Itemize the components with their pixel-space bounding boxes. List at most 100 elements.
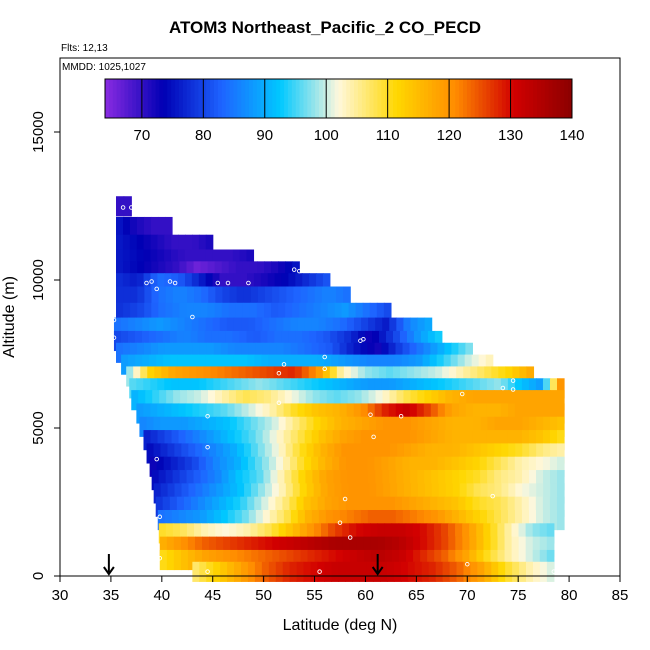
- heat-cell: [262, 317, 270, 338]
- heat-cell: [331, 561, 339, 582]
- sample-point: [276, 370, 282, 376]
- heat-cell: [337, 330, 345, 352]
- heat-cell: [137, 302, 145, 323]
- sample-point: [144, 280, 149, 286]
- heat-cell: [346, 378, 355, 399]
- heat-cell: [295, 330, 303, 352]
- heat-cell: [374, 456, 382, 477]
- heat-cell: [326, 390, 335, 411]
- heat-cell: [318, 509, 327, 531]
- heat-cell: [302, 273, 310, 294]
- heat-cell: [507, 403, 516, 424]
- heat-cell: [129, 249, 138, 270]
- heat-cell: [292, 523, 301, 544]
- heat-cell: [437, 403, 446, 424]
- heat-cell: [274, 330, 282, 352]
- heat-cell: [332, 430, 341, 451]
- heat-cell: [543, 390, 551, 411]
- heat-cell: [227, 561, 235, 582]
- heat-cell: [184, 273, 193, 294]
- heat-cell: [116, 342, 124, 363]
- heat-cell: [165, 470, 174, 491]
- heat-cell: [158, 523, 167, 544]
- x-tick-label: 65: [408, 587, 425, 604]
- heat-cell: [227, 509, 236, 531]
- heat-cell: [430, 378, 439, 399]
- heat-cell: [199, 378, 207, 399]
- colorbar-segment: [326, 79, 332, 118]
- heat-cell: [265, 286, 273, 307]
- heat-cell: [223, 549, 231, 571]
- heat-cell: [269, 317, 277, 338]
- heat-cell: [529, 416, 537, 437]
- heat-cell: [222, 390, 230, 411]
- heat-cell: [402, 509, 411, 531]
- heat-cell: [241, 317, 249, 338]
- y-tick-label: 15000: [30, 111, 47, 153]
- colorbar-segment: [552, 79, 557, 118]
- sample-point: [510, 378, 516, 383]
- heat-cell: [290, 342, 299, 363]
- heat-cell: [423, 403, 432, 424]
- heat-cell: [123, 261, 131, 282]
- heat-cell: [550, 443, 558, 464]
- heat-cell: [353, 456, 361, 477]
- heat-cell: [423, 342, 432, 363]
- heat-cell: [522, 416, 530, 437]
- heat-cell: [354, 470, 362, 491]
- heat-cell: [507, 456, 516, 477]
- heat-cell: [237, 549, 245, 571]
- colorbar-segment: [233, 79, 238, 118]
- heat-cell: [158, 286, 167, 307]
- heat-cell: [188, 443, 196, 464]
- heat-cell: [429, 354, 438, 375]
- heat-cell: [311, 378, 320, 399]
- heat-cell: [212, 249, 220, 270]
- heat-cell: [161, 366, 169, 387]
- heat-cell: [476, 523, 484, 544]
- heat-cell: [311, 317, 320, 338]
- heat-cell: [293, 549, 302, 571]
- heat-cell: [219, 273, 227, 294]
- heat-cell: [472, 456, 481, 477]
- heat-cell: [334, 483, 343, 504]
- heat-cell: [395, 430, 404, 451]
- heat-cell: [431, 483, 440, 504]
- heat-cell: [202, 549, 210, 571]
- heat-cell: [157, 273, 165, 294]
- heat-cell: [136, 234, 145, 255]
- heat-cell: [283, 456, 291, 477]
- heat-cell: [416, 430, 425, 451]
- heat-cell: [315, 366, 324, 387]
- heat-cell: [369, 443, 377, 464]
- heat-cell: [293, 286, 302, 307]
- heat-cell: [241, 561, 249, 582]
- heat-cell: [368, 390, 377, 411]
- heat-cell: [268, 354, 276, 375]
- heat-cell: [374, 509, 383, 531]
- heat-cell: [514, 403, 523, 424]
- colorbar-tick-label: 100: [314, 127, 339, 144]
- heat-cell: [362, 302, 371, 323]
- heat-cell: [201, 390, 209, 411]
- heat-cell: [470, 561, 478, 582]
- heat-cell: [332, 509, 341, 531]
- heat-cell: [227, 430, 236, 451]
- heat-cell: [285, 483, 294, 504]
- heat-cell: [528, 403, 537, 424]
- heat-cell: [367, 342, 376, 363]
- heat-cell: [181, 483, 190, 504]
- heat-cell: [491, 366, 499, 387]
- heat-cell: [493, 403, 502, 424]
- heat-cell: [486, 403, 495, 424]
- heat-cell: [355, 483, 363, 504]
- heat-cell: [388, 509, 397, 531]
- colorbar-segment: [334, 79, 339, 118]
- heat-cell: [150, 430, 159, 451]
- heat-cell: [145, 390, 153, 411]
- heat-cell: [192, 509, 201, 531]
- heat-cell: [222, 523, 230, 544]
- heat-cell: [195, 443, 203, 464]
- heat-cell: [233, 496, 241, 517]
- heat-cell: [155, 496, 164, 517]
